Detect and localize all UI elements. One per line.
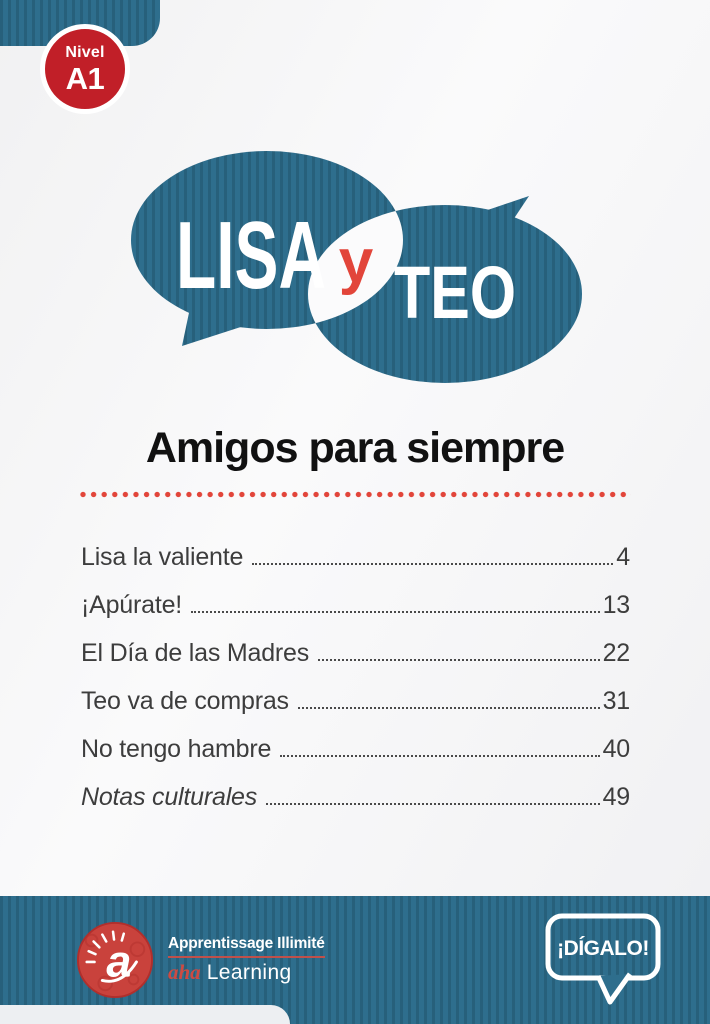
toc-label: Notas culturales [81, 783, 258, 811]
toc-dot-leader [280, 755, 600, 757]
toc-label: Teo va de compras [81, 687, 289, 715]
toc-label: No tengo hambre [81, 735, 272, 763]
publisher-subname-accent: aha [168, 960, 201, 984]
toc-dot-leader [297, 707, 600, 709]
toc-row: ¡Apúrate! 13 [81, 589, 630, 622]
footer-band: a Apprentissage Illimité aha Learning ¡D… [0, 896, 710, 1024]
sunburst-rays [85, 930, 126, 964]
publisher-brand: a Apprentissage Illimité aha Learning [76, 921, 325, 999]
toc-row: El Día de las Madres 22 [81, 637, 630, 670]
swirl-decoration [84, 933, 146, 992]
toc-label: Lisa la valiente [81, 543, 244, 571]
logo-conjunction-y: y [339, 227, 374, 296]
bubble-tail [595, 972, 633, 1004]
publisher-wordmark: Apprentissage Illimité aha Learning [168, 935, 325, 985]
left-bubble-tail [182, 308, 250, 346]
monogram-swoosh [100, 960, 138, 983]
toc-page-number: 31 [602, 687, 631, 715]
speech-bubbles-logo-svg: LISA y TEO [131, 151, 582, 383]
toc-dot-leader [252, 563, 614, 565]
digalo-text: ¡DÍGALO! [557, 937, 649, 960]
toc-row: Teo va de compras 31 [81, 685, 630, 718]
book-title: Amigos para siempre [145, 424, 565, 472]
toc-label: ¡Apúrate! [81, 591, 183, 619]
level-badge: Nivel A1 [40, 24, 130, 114]
lisa-y-teo-logo: LISA y TEO [120, 148, 590, 403]
toc-page-number: 4 [616, 543, 630, 571]
toc-row: Notas culturales 49 [81, 781, 630, 814]
bubble-overlap-lens [308, 205, 403, 329]
brand-divider [168, 956, 325, 958]
digalo-speech-bubble-svg: ¡DÍGALO! [545, 913, 661, 1004]
logo-name-lisa: LISA [176, 202, 326, 309]
toc-dot-leader [318, 659, 600, 661]
toc-page-number: 13 [602, 591, 631, 619]
digalo-bubble: ¡DÍGALO! [544, 910, 664, 1011]
publisher-name: Apprentissage Illimité [168, 935, 325, 952]
publisher-subname-rest: Learning [206, 961, 292, 984]
level-label: Nivel [65, 43, 105, 61]
red-dotted-divider [80, 491, 631, 498]
table-of-contents: Lisa la valiente 4 ¡Apúrate! 13 El Día d… [81, 541, 630, 829]
toc-label: El Día de las Madres [81, 639, 310, 667]
level-value: A1 [65, 60, 105, 96]
publisher-subname: aha Learning [168, 960, 325, 985]
toc-page-number: 22 [602, 639, 631, 667]
toc-page-number: 40 [602, 735, 631, 763]
toc-dot-leader [266, 803, 600, 805]
page-corner [0, 1005, 290, 1024]
toc-row: No tengo hambre 40 [81, 733, 630, 766]
toc-row: Lisa la valiente 4 [81, 541, 630, 574]
aha-learning-monogram-icon: a [76, 921, 154, 999]
toc-dot-leader [191, 611, 600, 613]
toc-page-number: 49 [602, 783, 631, 811]
logo-name-teo: TEO [394, 251, 516, 334]
